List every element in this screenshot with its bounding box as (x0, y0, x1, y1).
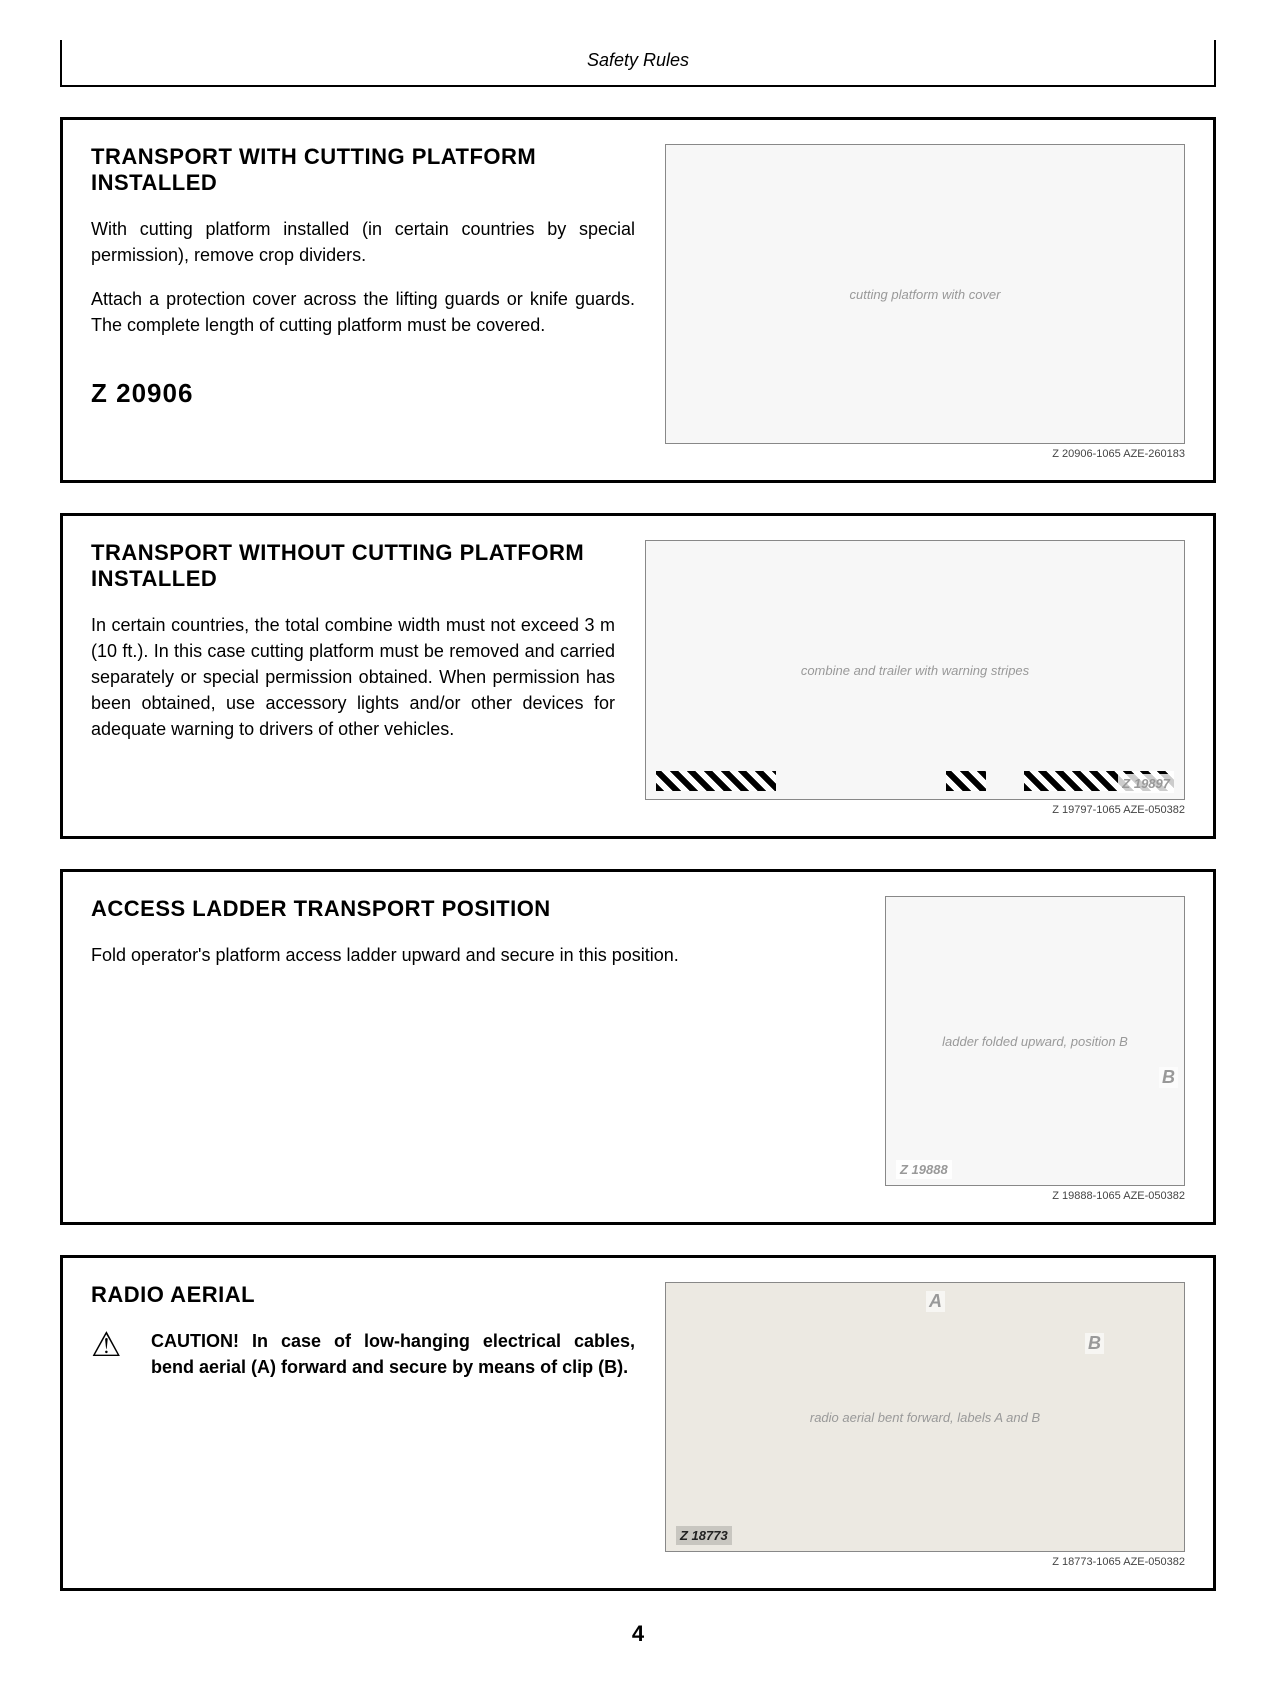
section-text: ACCESS LADDER TRANSPORT POSITION Fold op… (91, 896, 855, 986)
caution-text: CAUTION! In case of low-hanging electric… (151, 1328, 635, 1380)
figure-label-b: B (1085, 1333, 1104, 1354)
figure-alt: combine and trailer with warning stripes (801, 663, 1029, 678)
section-text: TRANSPORT WITHOUT CUTTING PLATFORM INSTA… (91, 540, 615, 760)
figure-ref: Z 20906-1065 AZE-260183 (665, 448, 1185, 460)
section-heading: TRANSPORT WITH CUTTING PLATFORM INSTALLE… (91, 144, 635, 196)
warning-icon: ⚠ (91, 1328, 131, 1362)
figure-label-inside: Z 19897 (1118, 774, 1174, 793)
section-transport-without-platform: TRANSPORT WITHOUT CUTTING PLATFORM INSTA… (60, 513, 1216, 839)
section-radio-aerial: RADIO AERIAL ⚠ CAUTION! In case of low-h… (60, 1255, 1216, 1591)
section-text: TRANSPORT WITH CUTTING PLATFORM INSTALLE… (91, 144, 635, 409)
figure-image: combine and trailer with warning stripes… (645, 540, 1185, 800)
figure-label-a: A (926, 1291, 945, 1312)
section-heading: RADIO AERIAL (91, 1282, 635, 1308)
paragraph: In certain countries, the total combine … (91, 612, 615, 742)
caution-block: ⚠ CAUTION! In case of low-hanging electr… (91, 1328, 635, 1398)
header-title: Safety Rules (587, 50, 689, 70)
paragraph: Fold operator's platform access ladder u… (91, 942, 855, 968)
section-heading: TRANSPORT WITHOUT CUTTING PLATFORM INSTA… (91, 540, 615, 592)
figure-ref: Z 19797-1065 AZE-050382 (645, 804, 1185, 816)
paragraph: Attach a protection cover across the lif… (91, 286, 635, 338)
figure-image: radio aerial bent forward, labels A and … (665, 1282, 1185, 1552)
figure-image: ladder folded upward, position B B Z 198… (885, 896, 1185, 1186)
paragraph: With cutting platform installed (in cert… (91, 216, 635, 268)
figure-label-inside: Z 19888 (896, 1160, 952, 1179)
figure-alt: ladder folded upward, position B (942, 1034, 1128, 1049)
figure-label-b: B (1159, 1067, 1178, 1088)
section-heading: ACCESS LADDER TRANSPORT POSITION (91, 896, 855, 922)
figure-ref: Z 19888-1065 AZE-050382 (885, 1190, 1185, 1202)
section-text: RADIO AERIAL ⚠ CAUTION! In case of low-h… (91, 1282, 635, 1398)
figure-alt: cutting platform with cover (849, 287, 1000, 302)
figure-alt: radio aerial bent forward, labels A and … (810, 1410, 1040, 1425)
section-access-ladder: ACCESS LADDER TRANSPORT POSITION Fold op… (60, 869, 1216, 1225)
figure-label-inside: Z 18773 (676, 1526, 732, 1545)
figure-ref: Z 18773-1065 AZE-050382 (665, 1556, 1185, 1568)
page-number: 4 (60, 1621, 1216, 1647)
page-header: Safety Rules (60, 40, 1216, 87)
figure-image: cutting platform with cover (665, 144, 1185, 444)
section-transport-with-platform: TRANSPORT WITH CUTTING PLATFORM INSTALLE… (60, 117, 1216, 483)
figure-label: Z 20906 (91, 378, 635, 409)
